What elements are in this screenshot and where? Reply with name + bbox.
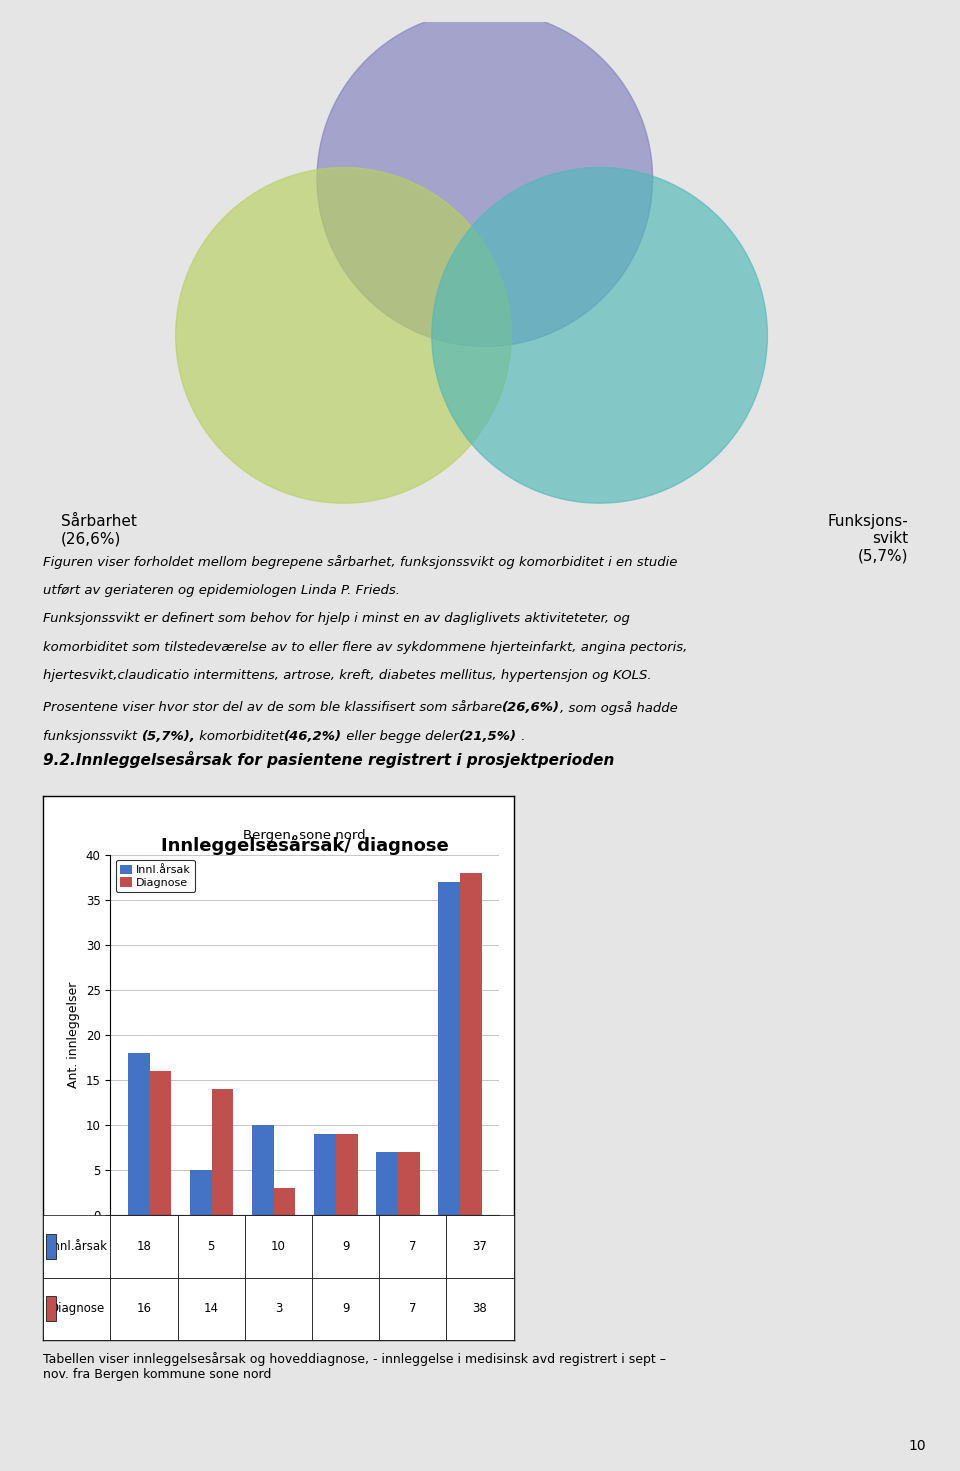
Bar bbox=[397, 1152, 420, 1215]
Bar bbox=[128, 1053, 150, 1215]
Text: utført av geriateren og epidemiologen Linda P. Frieds.: utført av geriateren og epidemiologen Li… bbox=[43, 584, 400, 597]
Bar bbox=[336, 1134, 357, 1215]
Bar bbox=[274, 1189, 296, 1215]
Text: (5,7%),: (5,7%), bbox=[141, 730, 195, 743]
Text: (26,6%): (26,6%) bbox=[502, 702, 561, 715]
Bar bbox=[376, 1152, 397, 1215]
Y-axis label: Ant. innleggelser: Ant. innleggelser bbox=[67, 981, 81, 1089]
Title: Innleggelsesårsak/ diagnose: Innleggelsesårsak/ diagnose bbox=[161, 834, 448, 855]
Bar bbox=[150, 1071, 172, 1215]
Bar bbox=[314, 1134, 336, 1215]
Text: Funksjonssvikt er definert som behov for hjelp i minst en av dagliglivets aktivi: Funksjonssvikt er definert som behov for… bbox=[43, 612, 630, 625]
Text: komorbiditet: komorbiditet bbox=[195, 730, 284, 743]
Text: Funksjons-
svikt
(5,7%): Funksjons- svikt (5,7%) bbox=[828, 513, 909, 563]
Bar bbox=[212, 1089, 233, 1215]
Text: Sårbarhet
(26,6%): Sårbarhet (26,6%) bbox=[60, 513, 136, 546]
Text: funksjonssvikt: funksjonssvikt bbox=[43, 730, 141, 743]
Text: Bergen, sone nord: Bergen, sone nord bbox=[244, 830, 366, 841]
Text: .: . bbox=[517, 730, 526, 743]
Bar bbox=[438, 881, 460, 1215]
Ellipse shape bbox=[176, 168, 512, 503]
Bar bbox=[252, 1125, 274, 1215]
Legend: Innl.årsak, Diagnose: Innl.årsak, Diagnose bbox=[116, 861, 195, 893]
Text: Prosentene viser hvor stor del av de som ble klassifisert som sårbare: Prosentene viser hvor stor del av de som… bbox=[43, 702, 502, 715]
Text: 9.2.Innleggelsesårsak for pasientene registrert i prosjektperioden: 9.2.Innleggelsesårsak for pasientene reg… bbox=[43, 752, 614, 768]
Text: , som også hadde: , som også hadde bbox=[561, 702, 678, 715]
Text: (21,5%): (21,5%) bbox=[459, 730, 517, 743]
Ellipse shape bbox=[317, 10, 653, 347]
Text: (46,2%): (46,2%) bbox=[284, 730, 343, 743]
Text: 10: 10 bbox=[909, 1439, 926, 1453]
Ellipse shape bbox=[432, 168, 767, 503]
Bar bbox=[460, 872, 482, 1215]
Text: hjertesvikt,claudicatio intermittens, artrose, kreft, diabetes mellitus, hyperte: hjertesvikt,claudicatio intermittens, ar… bbox=[43, 669, 652, 683]
Text: Figuren viser forholdet mellom begrepene sårbarhet, funksjonssvikt og komorbidit: Figuren viser forholdet mellom begrepene… bbox=[43, 556, 678, 569]
Text: Tabellen viser innleggelsesårsak og hoveddiagnose, - innleggelse i medisinsk avd: Tabellen viser innleggelsesårsak og hove… bbox=[43, 1352, 666, 1381]
Text: eller begge deler: eller begge deler bbox=[343, 730, 459, 743]
Text: komorbiditet som tilstedeværelse av to eller flere av sykdommene hjerteinfarkt, : komorbiditet som tilstedeværelse av to e… bbox=[43, 641, 687, 653]
Bar bbox=[190, 1169, 212, 1215]
